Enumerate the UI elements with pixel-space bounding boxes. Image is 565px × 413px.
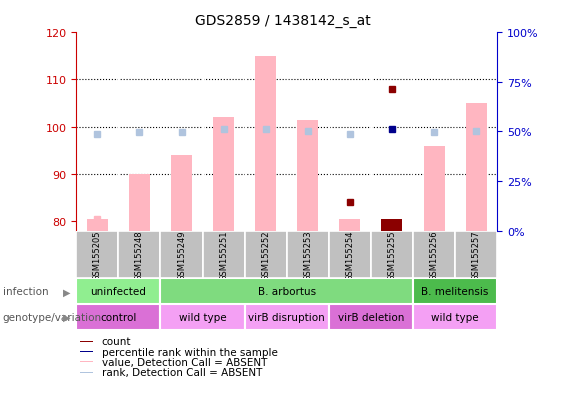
Text: wild type: wild type xyxy=(431,312,479,322)
Text: GSM155256: GSM155256 xyxy=(429,230,438,280)
Text: GSM155255: GSM155255 xyxy=(388,230,397,280)
Text: GSM155251: GSM155251 xyxy=(219,230,228,280)
Bar xyxy=(87,219,108,231)
Bar xyxy=(413,279,497,304)
Text: virB disruption: virB disruption xyxy=(249,312,325,322)
Bar xyxy=(413,231,455,279)
Bar xyxy=(371,231,413,279)
Bar xyxy=(413,304,497,330)
Bar xyxy=(381,219,402,231)
Text: GDS2859 / 1438142_s_at: GDS2859 / 1438142_s_at xyxy=(194,14,371,28)
Text: uninfected: uninfected xyxy=(90,287,146,297)
Bar xyxy=(297,120,318,231)
Bar xyxy=(245,304,329,330)
Text: value, Detection Call = ABSENT: value, Detection Call = ABSENT xyxy=(102,357,267,367)
Text: B. melitensis: B. melitensis xyxy=(421,287,489,297)
Text: virB deletion: virB deletion xyxy=(338,312,404,322)
Bar xyxy=(466,104,486,231)
Bar xyxy=(329,231,371,279)
Text: rank, Detection Call = ABSENT: rank, Detection Call = ABSENT xyxy=(102,367,262,377)
Text: GSM155252: GSM155252 xyxy=(261,230,270,280)
Text: percentile rank within the sample: percentile rank within the sample xyxy=(102,347,277,357)
Text: GSM155257: GSM155257 xyxy=(472,230,481,280)
Bar xyxy=(160,304,245,330)
Text: control: control xyxy=(100,312,137,322)
Text: ▶: ▶ xyxy=(63,287,71,297)
Bar xyxy=(76,231,119,279)
Text: count: count xyxy=(102,336,131,347)
Bar xyxy=(255,57,276,231)
Bar xyxy=(171,156,192,231)
Text: GSM155248: GSM155248 xyxy=(135,230,144,280)
Text: GSM155249: GSM155249 xyxy=(177,230,186,280)
Bar xyxy=(80,341,93,342)
Bar xyxy=(80,372,93,373)
Text: GSM155205: GSM155205 xyxy=(93,230,102,280)
Bar xyxy=(160,231,202,279)
Bar xyxy=(202,231,245,279)
Text: GSM155254: GSM155254 xyxy=(345,230,354,280)
Bar xyxy=(129,175,150,231)
Text: infection: infection xyxy=(3,287,49,297)
Bar xyxy=(119,231,160,279)
Text: ▶: ▶ xyxy=(63,312,71,322)
Bar xyxy=(76,304,160,330)
Bar xyxy=(160,279,413,304)
Bar xyxy=(245,231,287,279)
Bar xyxy=(455,231,497,279)
Bar xyxy=(213,118,234,231)
Bar xyxy=(80,351,93,352)
Text: GSM155253: GSM155253 xyxy=(303,230,312,280)
Bar xyxy=(287,231,329,279)
Bar xyxy=(80,361,93,363)
Bar xyxy=(424,146,445,231)
Text: genotype/variation: genotype/variation xyxy=(3,312,102,322)
Bar xyxy=(76,279,160,304)
Text: B. arbortus: B. arbortus xyxy=(258,287,316,297)
Bar xyxy=(340,219,360,231)
Text: wild type: wild type xyxy=(179,312,227,322)
Bar xyxy=(329,304,413,330)
